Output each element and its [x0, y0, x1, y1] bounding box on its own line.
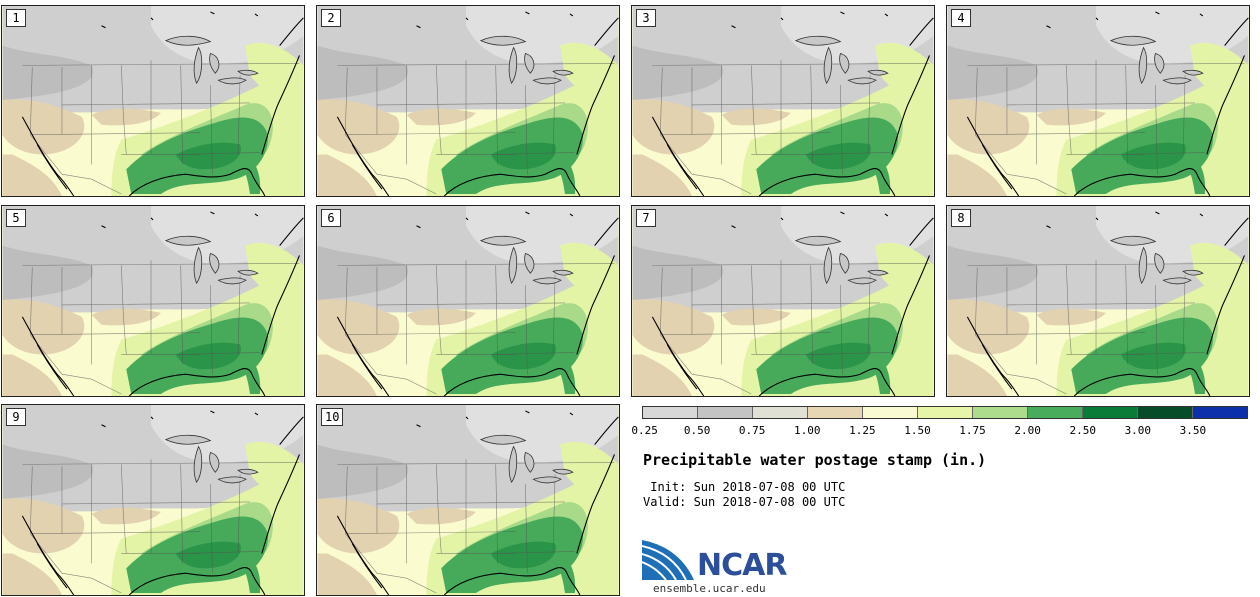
colorbar-tick-label: 2.00 [1014, 424, 1041, 437]
colorbar-swatch [698, 407, 753, 418]
colorbar-tick-label: 1.00 [794, 424, 821, 437]
init-time: Init: Sun 2018-07-08 00 UTC [643, 480, 846, 494]
colorbar-swatch [643, 407, 698, 418]
map-panel-9: 9 [1, 404, 305, 596]
colorbar-swatch [973, 407, 1028, 418]
colorbar-tick-label: 3.50 [1179, 424, 1207, 437]
precipitable-water-map [947, 206, 1249, 396]
colorbar-tick-label: 0.50 [683, 424, 711, 437]
panel-number: 3 [636, 9, 656, 27]
precipitable-water-map [632, 206, 934, 396]
colorbar-tick-label: 3.00 [1124, 424, 1152, 437]
precipitable-water-map [317, 6, 619, 196]
colorbar-swatch [753, 407, 808, 418]
map-panel-8: 8 [946, 205, 1250, 397]
colorbar-tick-label: 0.75 [738, 424, 766, 437]
panel-number: 10 [321, 408, 344, 426]
precipitable-water-map [2, 6, 304, 196]
colorbar-swatch [918, 407, 973, 418]
precipitable-water-map [947, 6, 1249, 196]
map-panel-10: 10 [316, 404, 620, 596]
colorbar-swatch [1028, 407, 1083, 418]
map-panel-1: 1 [1, 5, 305, 197]
colorbar-swatch [1138, 407, 1193, 418]
precipitable-water-map [317, 206, 619, 396]
colorbar-swatch [1083, 407, 1138, 418]
map-panel-6: 6 [316, 205, 620, 397]
map-panel-7: 7 [631, 205, 935, 397]
colorbar-tick-label: 0.25 [631, 424, 658, 437]
panel-number: 4 [951, 9, 971, 27]
colorbar-swatch [808, 407, 863, 418]
map-panel-2: 2 [316, 5, 620, 197]
colorbar-swatch [863, 407, 918, 418]
panel-number: 6 [321, 209, 341, 227]
chart-title: Precipitable water postage stamp (in.) [643, 451, 987, 469]
precipitable-water-map [632, 6, 934, 196]
colorbar-tick-label: 1.50 [904, 424, 931, 437]
panel-number: 8 [951, 209, 971, 227]
colorbar-tick-label: 1.25 [849, 424, 876, 437]
precipitable-water-map [2, 206, 304, 396]
colorbar-tick-label: 1.75 [959, 424, 986, 437]
ncar-logo-icon [642, 540, 694, 581]
logo-text: NCAR [697, 548, 787, 583]
map-panel-4: 4 [946, 5, 1250, 197]
colorbar [642, 406, 1248, 419]
colorbar-swatch [1193, 407, 1247, 418]
valid-time: Valid: Sun 2018-07-08 00 UTC [643, 495, 846, 509]
panel-number: 9 [6, 408, 26, 426]
precipitable-water-map [2, 405, 304, 595]
map-panel-5: 5 [1, 205, 305, 397]
map-panel-3: 3 [631, 5, 935, 197]
panel-number: 1 [6, 9, 26, 27]
site-url[interactable]: ensemble.ucar.edu [653, 582, 766, 595]
colorbar-tick-label: 2.50 [1069, 424, 1096, 437]
panel-number: 2 [321, 9, 341, 27]
panel-number: 7 [636, 209, 656, 227]
precipitable-water-map [317, 405, 619, 595]
panel-number: 5 [6, 209, 26, 227]
